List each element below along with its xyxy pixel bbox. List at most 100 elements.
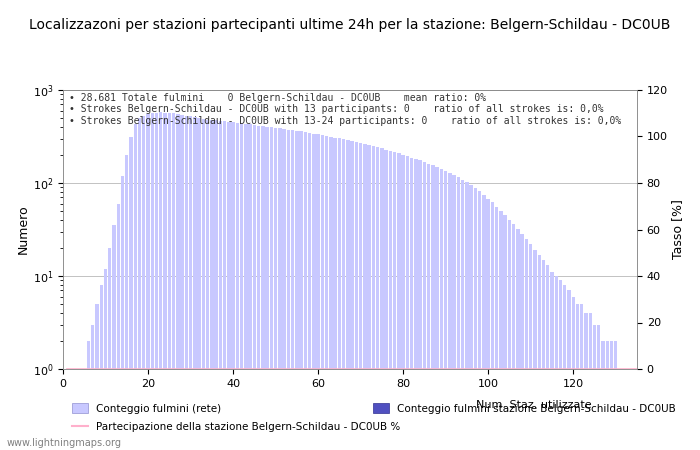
Bar	[435, 167, 439, 450]
Bar	[567, 290, 570, 450]
Bar	[197, 118, 201, 450]
Bar	[478, 191, 482, 450]
Bar	[210, 120, 214, 450]
Bar	[142, 116, 146, 450]
Bar	[499, 211, 503, 450]
Bar	[482, 194, 486, 450]
Bar	[521, 234, 524, 450]
Bar	[491, 202, 494, 450]
Bar	[232, 122, 235, 450]
Bar	[325, 136, 328, 450]
Bar	[622, 369, 626, 450]
Bar	[95, 304, 99, 450]
Bar	[470, 185, 473, 450]
Bar	[193, 117, 197, 450]
Bar	[159, 112, 162, 450]
Bar	[508, 220, 511, 450]
Bar	[351, 141, 354, 450]
Bar	[580, 304, 583, 450]
Bar	[542, 260, 545, 450]
Bar	[244, 124, 248, 450]
Bar	[589, 313, 592, 450]
Bar	[559, 280, 562, 450]
Bar	[337, 138, 341, 450]
Bar	[206, 120, 209, 450]
Bar	[346, 140, 349, 450]
Bar	[227, 122, 230, 450]
Bar	[312, 134, 316, 450]
Bar	[474, 188, 477, 450]
Bar	[355, 142, 358, 450]
Bar	[606, 341, 609, 450]
Bar	[618, 369, 622, 450]
Bar	[410, 158, 414, 450]
Bar	[181, 115, 184, 450]
Bar	[74, 369, 78, 450]
Bar	[512, 224, 515, 450]
Bar	[448, 173, 452, 450]
Bar	[308, 133, 312, 450]
Bar	[134, 124, 137, 450]
Bar	[78, 369, 82, 450]
Bar	[291, 130, 294, 450]
Bar	[91, 324, 94, 450]
Bar	[516, 229, 519, 450]
Bar	[167, 113, 171, 450]
Bar	[636, 369, 638, 450]
Bar	[393, 152, 396, 450]
Bar	[316, 134, 320, 450]
Bar	[70, 369, 74, 450]
Bar	[218, 121, 222, 450]
Bar	[240, 123, 244, 450]
Bar	[321, 135, 324, 450]
Bar	[401, 155, 405, 450]
Bar	[130, 137, 133, 450]
Bar	[414, 159, 418, 450]
Bar	[610, 341, 613, 450]
Legend: Conteggio fulmini stazione Belgern-Schildau - DC0UB: Conteggio fulmini stazione Belgern-Schil…	[369, 399, 680, 418]
Bar	[253, 125, 256, 450]
Bar	[342, 140, 345, 450]
Text: Localizzazoni per stazioni partecipanti ultime 24h per la stazione: Belgern-Schi: Localizzazoni per stazioni partecipanti …	[29, 18, 671, 32]
Bar	[466, 182, 468, 450]
Text: Num. Staz. utilizzate: Num. Staz. utilizzate	[476, 400, 592, 410]
Bar	[295, 130, 299, 450]
Bar	[550, 272, 554, 450]
Bar	[99, 285, 103, 450]
Bar	[112, 225, 116, 450]
Bar	[138, 118, 141, 450]
Bar	[83, 369, 86, 450]
Bar	[333, 138, 337, 450]
Bar	[214, 121, 218, 450]
Bar	[155, 112, 158, 450]
Bar	[185, 116, 188, 450]
Bar	[372, 146, 375, 450]
Bar	[419, 160, 422, 450]
Bar	[576, 304, 579, 450]
Bar	[431, 165, 435, 450]
Bar	[146, 114, 150, 450]
Bar	[163, 112, 167, 450]
Bar	[444, 171, 447, 450]
Bar	[456, 177, 460, 450]
Bar	[614, 341, 617, 450]
Legend: Partecipazione della stazione Belgern-Schildau - DC0UB %: Partecipazione della stazione Belgern-Sc…	[68, 418, 405, 436]
Bar	[397, 153, 400, 450]
Bar	[282, 129, 286, 450]
Bar	[503, 215, 507, 450]
Bar	[176, 114, 179, 450]
Bar	[150, 113, 154, 450]
Bar	[125, 155, 129, 450]
Bar	[117, 204, 120, 450]
Bar	[380, 148, 384, 450]
Bar	[538, 255, 541, 450]
Bar	[626, 369, 630, 450]
Bar	[359, 143, 363, 450]
Y-axis label: Numero: Numero	[17, 205, 30, 254]
Text: www.lightningmaps.org: www.lightningmaps.org	[7, 438, 122, 448]
Bar	[248, 124, 252, 450]
Text: • 28.681 Totale fulmini    0 Belgern-Schildau - DC0UB    mean ratio: 0%
• Stroke: • 28.681 Totale fulmini 0 Belgern-Schild…	[69, 93, 621, 126]
Bar	[563, 285, 566, 450]
Bar	[223, 122, 226, 450]
Bar	[108, 248, 111, 450]
